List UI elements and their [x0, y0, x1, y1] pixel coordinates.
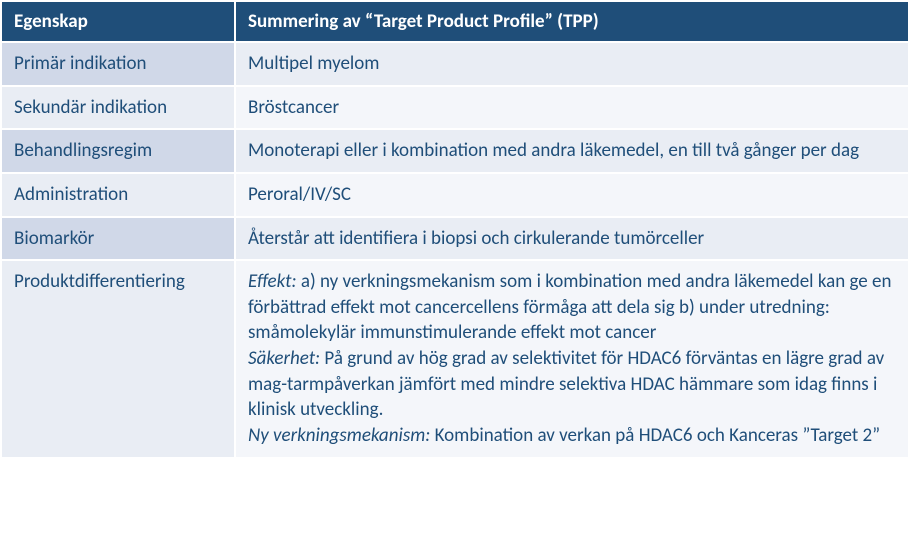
column-header-egenskap: Egenskap — [1, 1, 235, 42]
table-header-row: Egenskap Summering av “Target Product Pr… — [1, 1, 908, 42]
table-row: Primär indikation Multipel myelom — [1, 42, 908, 86]
table-row: Biomarkör Återstår att identifiera i bio… — [1, 217, 908, 261]
row-value: Monoterapi eller i kombination med andra… — [235, 129, 908, 173]
tpp-table: Egenskap Summering av “Target Product Pr… — [0, 0, 908, 459]
row-label: Produktdifferentiering — [1, 260, 235, 457]
sakerhet-label: Säkerhet: — [248, 347, 320, 370]
row-label: Primär indikation — [1, 42, 235, 86]
column-header-summering: Summering av “Target Product Profile” (T… — [235, 1, 908, 42]
sakerhet-text: På grund av hög grad av selektivitet för… — [248, 347, 884, 421]
table-row: Administration Peroral/IV/SC — [1, 173, 908, 217]
effekt-text: a) ny verkningsmekanism som i kombinatio… — [248, 270, 892, 344]
nyverk-text: Kombination av verkan på HDAC6 och Kance… — [430, 424, 880, 447]
row-value: Effekt: a) ny verkningsmekanism som i ko… — [235, 260, 908, 457]
nyverk-label: Ny verkningsmekanism: — [248, 424, 430, 447]
row-label: Administration — [1, 173, 235, 217]
row-value: Bröstcancer — [235, 86, 908, 130]
row-value: Multipel myelom — [235, 42, 908, 86]
row-label: Behandlingsregim — [1, 129, 235, 173]
table-row: Produktdifferentiering Effekt: a) ny ver… — [1, 260, 908, 457]
row-value: Peroral/IV/SC — [235, 173, 908, 217]
table-row: Behandlingsregim Monoterapi eller i komb… — [1, 129, 908, 173]
table-row: Sekundär indikation Bröstcancer — [1, 86, 908, 130]
row-label: Biomarkör — [1, 217, 235, 261]
row-label: Sekundär indikation — [1, 86, 235, 130]
row-value: Återstår att identifiera i biopsi och ci… — [235, 217, 908, 261]
effekt-label: Effekt: — [248, 270, 297, 293]
